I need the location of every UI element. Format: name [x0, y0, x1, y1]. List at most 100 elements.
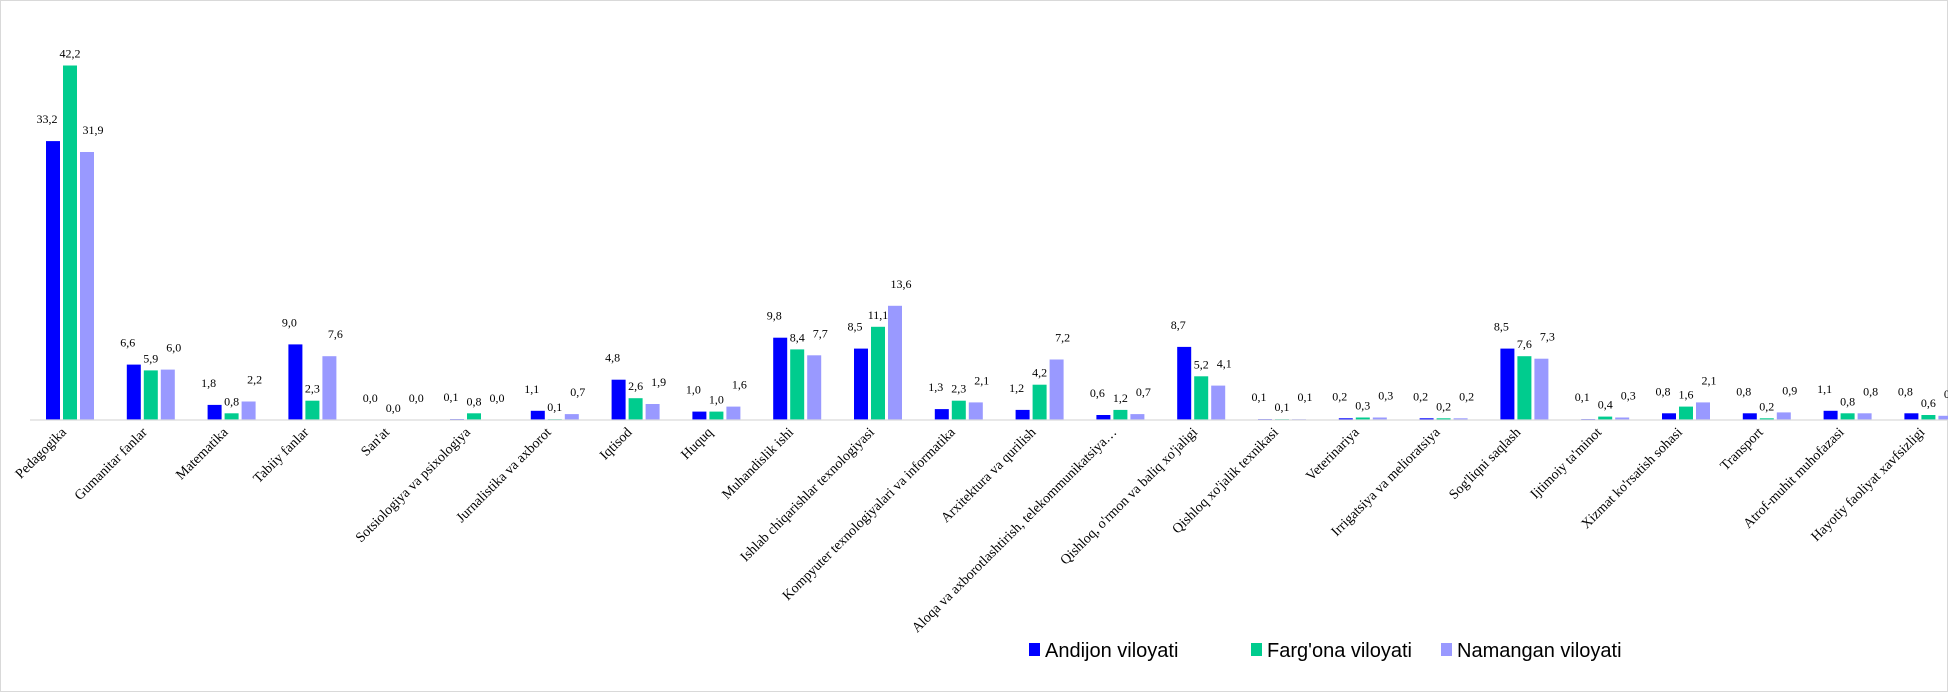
bar-namangan-viloyati-transport — [1777, 412, 1791, 420]
category-label-sog-liqni-saqlash: Sog'liqni saqlash — [1447, 425, 1525, 503]
bar-andijon-viloyati-atrof-muhit-muhofazasi — [1824, 411, 1838, 420]
value-label-namangan-viloyati-kompyuter-texnologiyalari-va-informatika: 2,1 — [974, 373, 989, 387]
value-label-namangan-viloyati-sog-liqni-saqlash: 7,3 — [1540, 330, 1555, 344]
value-label-farg-ona-viloyati-ijtimoiy-ta-minot: 0,4 — [1598, 398, 1613, 412]
value-label-farg-ona-viloyati-tabiiy-fanlar: 2,3 — [305, 382, 320, 396]
bar-farg-ona-viloyati-gumanitar-fanlar — [144, 370, 158, 420]
value-label-andijon-viloyati-ishlab-chiqarishlar-texnologiyasi: 8,5 — [848, 320, 863, 334]
category-label-qishloq-o-rmon-va-baliq-xo-jaligi: Qishloq, o'rmon va baliq xo'jaligi — [1058, 425, 1201, 568]
category-label-ijtimoiy-ta-minot: Ijtimoiy ta'minot — [1528, 425, 1605, 502]
bar-namangan-viloyati-huquq — [726, 407, 740, 420]
value-label-namangan-viloyati-matematika: 2,2 — [247, 373, 262, 387]
value-label-namangan-viloyati-sotsiologiya-va-psixologiya: 0,0 — [490, 391, 505, 405]
value-label-andijon-viloyati-matematika: 1,8 — [201, 376, 216, 390]
value-label-farg-ona-viloyati-transport: 0,2 — [1759, 399, 1774, 413]
category-label-iqtisod: Iqtisod — [597, 425, 635, 463]
bar-namangan-viloyati-tabiiy-fanlar — [322, 356, 336, 420]
value-label-namangan-viloyati-gumanitar-fanlar: 6,0 — [166, 341, 181, 355]
value-label-namangan-viloyati-jurnalistika-va-axborot: 0,7 — [570, 385, 585, 399]
legend-label-farg-ona-viloyati: Farg'ona viloyati — [1267, 640, 1412, 662]
bar-farg-ona-viloyati-huquq — [709, 412, 723, 420]
bar-farg-ona-viloyati-sotsiologiya-va-psixologiya — [467, 413, 481, 420]
value-label-namangan-viloyati-veterinariya: 0,3 — [1378, 389, 1393, 403]
bar-andijon-viloyati-iqtisod — [612, 380, 626, 420]
value-label-andijon-viloyati-ijtimoiy-ta-minot: 0,1 — [1575, 390, 1590, 404]
category-label-kompyuter-texnologiyalari-va-informatika: Kompyuter texnologiyalari va informatika — [780, 425, 959, 604]
value-label-farg-ona-viloyati-atrof-muhit-muhofazasi: 0,8 — [1840, 394, 1855, 408]
legend-label-namangan-viloyati: Namangan viloyati — [1457, 640, 1622, 662]
category-label-pedagogika: Pedagogika — [13, 425, 70, 482]
bar-farg-ona-viloyati-xizmat-ko-rsatish-sohasi — [1679, 407, 1693, 420]
bar-farg-ona-viloyati-qishloq-o-rmon-va-baliq-xo-jaligi — [1194, 376, 1208, 420]
bar-andijon-viloyati-kompyuter-texnologiyalari-va-informatika — [935, 409, 949, 420]
bar-andijon-viloyati-transport — [1743, 413, 1757, 420]
category-label-huquq: Huquq — [679, 425, 717, 463]
value-label-andijon-viloyati-sog-liqni-saqlash: 8,5 — [1494, 320, 1509, 334]
value-label-farg-ona-viloyati-san-at: 0,0 — [386, 401, 401, 415]
value-label-andijon-viloyati-veterinariya: 0,2 — [1332, 389, 1347, 403]
bar-farg-ona-viloyati-atrof-muhit-muhofazasi — [1841, 413, 1855, 420]
bar-farg-ona-viloyati-iqtisod — [629, 398, 643, 420]
legend-swatch-farg-ona-viloyati — [1251, 643, 1262, 656]
bar-andijon-viloyati-hayotiy-faoliyat-xavfsizligi — [1904, 413, 1918, 420]
value-label-andijon-viloyati-aloqa-va-axborotlashtirish-telekommunikatsiya: 0,6 — [1090, 386, 1105, 400]
bar-andijon-viloyati-ishlab-chiqarishlar-texnologiyasi — [854, 349, 868, 420]
bar-andijon-viloyati-matematika — [208, 405, 222, 420]
value-label-andijon-viloyati-kompyuter-texnologiyalari-va-informatika: 1,3 — [928, 380, 943, 394]
bar-farg-ona-viloyati-arxitektura-va-qurilish — [1033, 385, 1047, 420]
value-label-andijon-viloyati-hayotiy-faoliyat-xavfsizligi: 0,8 — [1898, 384, 1913, 398]
value-label-andijon-viloyati-qishloq-o-rmon-va-baliq-xo-jaligi: 8,7 — [1171, 318, 1186, 332]
value-label-farg-ona-viloyati-qishloq-xo-jalik-texnikasi: 0,1 — [1275, 400, 1290, 414]
category-label-san-at: San'at — [359, 425, 393, 459]
value-label-farg-ona-viloyati-sog-liqni-saqlash: 7,6 — [1517, 337, 1532, 351]
bar-namangan-viloyati-kompyuter-texnologiyalari-va-informatika — [969, 402, 983, 420]
value-label-namangan-viloyati-ishlab-chiqarishlar-texnologiyasi: 13,6 — [891, 277, 912, 291]
bar-farg-ona-viloyati-matematika — [225, 413, 239, 420]
value-label-andijon-viloyati-pedagogika: 33,2 — [37, 112, 58, 126]
value-label-andijon-viloyati-tabiiy-fanlar: 9,0 — [282, 315, 297, 329]
value-label-andijon-viloyati-xizmat-ko-rsatish-sohasi: 0,8 — [1656, 384, 1671, 398]
bar-namangan-viloyati-qishloq-o-rmon-va-baliq-xo-jaligi — [1211, 386, 1225, 420]
value-label-namangan-viloyati-xizmat-ko-rsatish-sohasi: 2,1 — [1702, 373, 1717, 387]
bar-namangan-viloyati-sog-liqni-saqlash — [1534, 359, 1548, 420]
bar-farg-ona-viloyati-sog-liqni-saqlash — [1517, 356, 1531, 420]
bar-farg-ona-viloyati-tabiiy-fanlar — [305, 401, 319, 420]
legend-swatch-namangan-viloyati — [1441, 643, 1452, 656]
bar-andijon-viloyati-tabiiy-fanlar — [288, 344, 302, 420]
value-label-farg-ona-viloyati-gumanitar-fanlar: 5,9 — [143, 351, 158, 365]
bar-namangan-viloyati-arxitektura-va-qurilish — [1050, 360, 1064, 421]
bar-farg-ona-viloyati-muhandislik-ishi — [790, 349, 804, 420]
bar-andijon-viloyati-gumanitar-fanlar — [127, 365, 141, 420]
value-label-farg-ona-viloyati-qishloq-o-rmon-va-baliq-xo-jaligi: 5,2 — [1194, 357, 1209, 371]
bar-farg-ona-viloyati-kompyuter-texnologiyalari-va-informatika — [952, 401, 966, 420]
category-label-transport: Transport — [1718, 425, 1767, 474]
value-label-namangan-viloyati-aloqa-va-axborotlashtirish-telekommunikatsiya: 0,7 — [1136, 385, 1151, 399]
value-label-andijon-viloyati-san-at: 0,0 — [363, 391, 378, 405]
value-label-namangan-viloyati-huquq: 1,6 — [732, 378, 747, 392]
bar-andijon-viloyati-xizmat-ko-rsatish-sohasi — [1662, 413, 1676, 420]
bar-andijon-viloyati-huquq — [692, 412, 706, 420]
bar-namangan-viloyati-atrof-muhit-muhofazasi — [1858, 413, 1872, 420]
value-label-namangan-viloyati-qishloq-o-rmon-va-baliq-xo-jaligi: 4,1 — [1217, 357, 1232, 371]
bar-farg-ona-viloyati-hayotiy-faoliyat-xavfsizligi — [1921, 415, 1935, 420]
value-label-andijon-viloyati-irrigatsiya-va-melioratsiya: 0,2 — [1413, 389, 1428, 403]
value-label-farg-ona-viloyati-matematika: 0,8 — [224, 394, 239, 408]
value-label-namangan-viloyati-atrof-muhit-muhofazasi: 0,8 — [1863, 384, 1878, 398]
value-label-andijon-viloyati-jurnalistika-va-axborot: 1,1 — [524, 382, 539, 396]
value-label-farg-ona-viloyati-xizmat-ko-rsatish-sohasi: 1,6 — [1679, 388, 1694, 402]
bar-namangan-viloyati-gumanitar-fanlar — [161, 370, 175, 420]
value-label-farg-ona-viloyati-pedagogika: 42,2 — [60, 47, 81, 61]
bar-namangan-viloyati-hayotiy-faoliyat-xavfsizligi — [1938, 416, 1948, 420]
value-label-andijon-viloyati-sotsiologiya-va-psixologiya: 0,1 — [444, 390, 459, 404]
bar-namangan-viloyati-aloqa-va-axborotlashtirish-telekommunikatsiya — [1130, 414, 1144, 420]
bar-namangan-viloyati-iqtisod — [646, 404, 660, 420]
value-label-andijon-viloyati-qishloq-xo-jalik-texnikasi: 0,1 — [1252, 390, 1267, 404]
category-label-ishlab-chiqarishlar-texnologiyasi: Ishlab chiqarishlar texnologiyasi — [738, 425, 878, 565]
value-label-farg-ona-viloyati-jurnalistika-va-axborot: 0,1 — [547, 400, 562, 414]
bar-namangan-viloyati-xizmat-ko-rsatish-sohasi — [1696, 402, 1710, 420]
value-label-namangan-viloyati-qishloq-xo-jalik-texnikasi: 0,1 — [1298, 390, 1313, 404]
